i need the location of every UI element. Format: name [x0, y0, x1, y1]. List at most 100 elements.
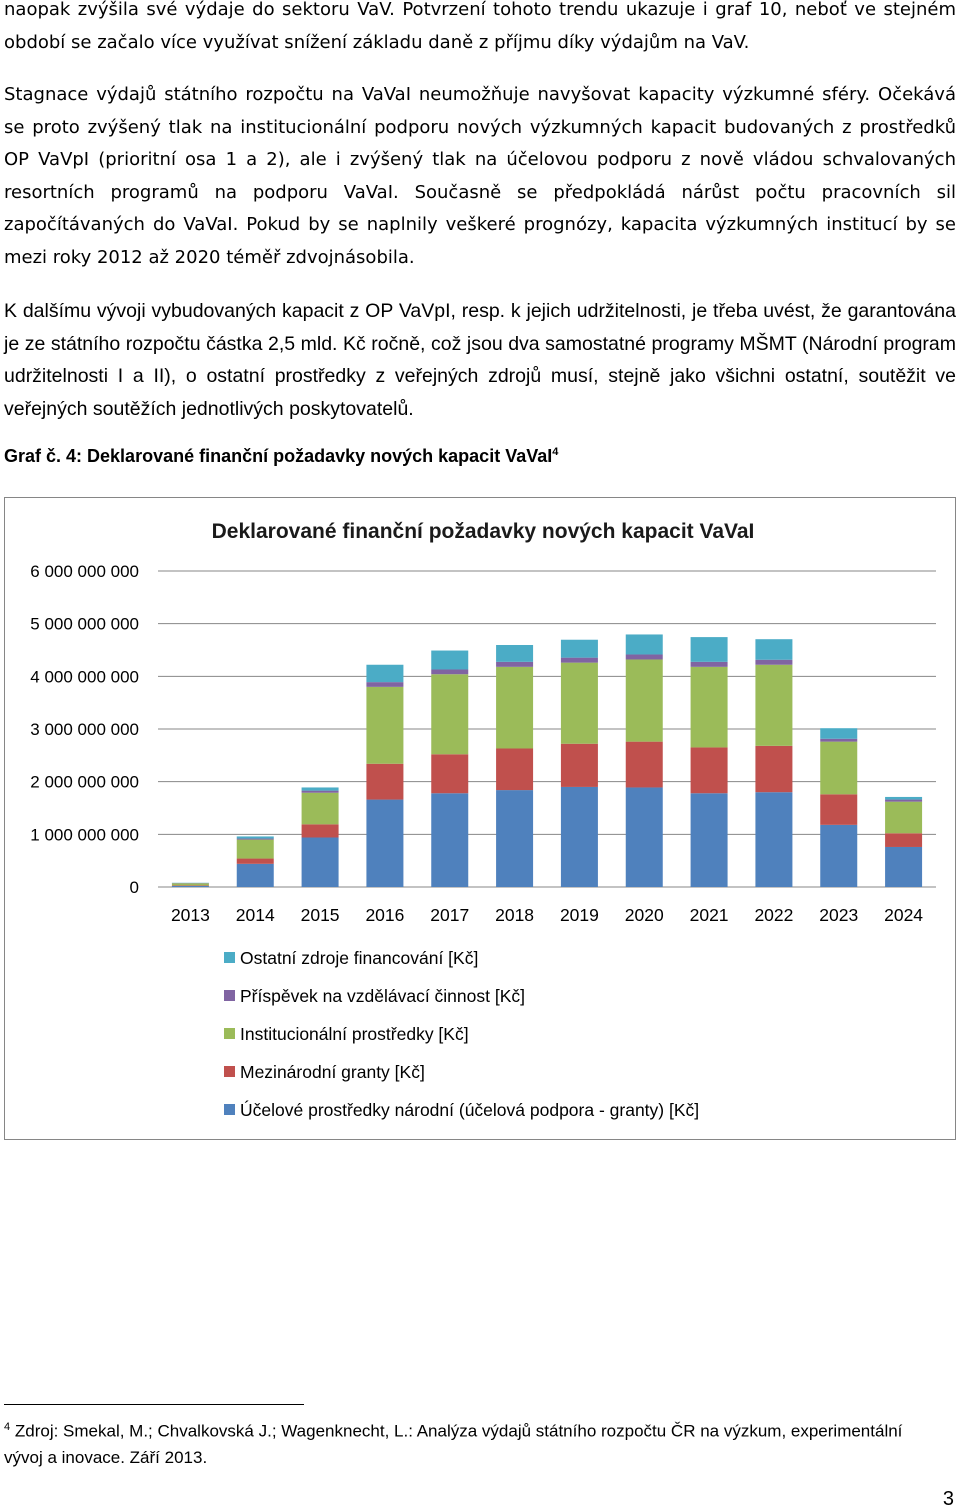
bar-segment — [691, 747, 728, 793]
bar-segment — [366, 665, 403, 682]
bar-segment — [626, 659, 663, 741]
legend-swatch — [224, 1028, 235, 1039]
bar-segment — [885, 802, 922, 834]
footnote-text: Zdroj: Smekal, M.; Chvalkovská J.; Wagen… — [4, 1422, 902, 1467]
bar-segment — [366, 687, 403, 764]
legend-swatch — [224, 1104, 235, 1115]
bar-segment — [496, 667, 533, 749]
footnote: 4 Zdroj: Smekal, M.; Chvalkovská J.; Wag… — [4, 1414, 944, 1471]
bar-segment — [885, 847, 922, 887]
y-tick-label: 6 000 000 000 — [30, 562, 139, 581]
bar-segment — [755, 665, 792, 746]
bar-segment — [302, 837, 339, 887]
x-tick-label: 2013 — [171, 905, 210, 925]
chart-title: Deklarované finanční požadavky nových ka… — [212, 520, 755, 543]
bar-segment — [366, 764, 403, 800]
page-number: 3 — [943, 1488, 954, 1510]
y-tick-label: 0 — [130, 878, 139, 897]
paragraph-2: Stagnace výdajů státního rozpočtu na VaV… — [4, 79, 956, 275]
bar-segment — [302, 793, 339, 825]
paragraph-1: naopak zvýšila své výdaje do sektoru VaV… — [4, 0, 956, 59]
y-tick-label: 4 000 000 000 — [30, 667, 139, 686]
gridlines — [158, 571, 936, 887]
bar-segment — [755, 792, 792, 887]
bar-segment — [496, 645, 533, 662]
bar-segment — [626, 654, 663, 659]
x-tick-label: 2024 — [884, 905, 923, 925]
bar-segment — [237, 840, 274, 859]
bar-segment — [820, 794, 857, 825]
bar-segment — [885, 833, 922, 847]
paragraph-2-rest: Očekává se proto zvýšený tlak na institu… — [4, 84, 956, 268]
bar-segment — [561, 744, 598, 787]
bar-segment — [366, 682, 403, 687]
legend-swatch — [224, 1066, 235, 1077]
x-tick-label: 2023 — [819, 905, 858, 925]
bar-segment — [237, 836, 274, 838]
bar-segment — [431, 754, 468, 793]
bar-segment — [755, 639, 792, 660]
bar-segment — [237, 859, 274, 864]
legend-label: Institucionální prostředky [Kč] — [240, 1024, 469, 1044]
y-tick-label: 1 000 000 000 — [30, 825, 139, 844]
bar-segment — [755, 746, 792, 792]
bar-segment — [820, 742, 857, 795]
bar-segment — [496, 748, 533, 790]
bar-segment — [172, 883, 209, 885]
x-tick-label: 2017 — [430, 905, 469, 925]
legend: Ostatní zdroje financování [Kč] Příspěvek… — [224, 948, 699, 1120]
figure-caption: Graf č. 4: Deklarované finanční požadavk… — [4, 446, 558, 467]
bars — [172, 634, 922, 887]
bar-segment — [755, 660, 792, 665]
legend-label: Příspěvek na vzdělávací činnost [Kč] — [240, 986, 525, 1006]
bar-segment — [302, 787, 339, 790]
chart-frame: Deklarované finanční požadavky nových ka… — [4, 497, 956, 1140]
x-tick-label: 2014 — [236, 905, 275, 925]
stacked-bar-chart: Deklarované finanční požadavky nových ka… — [5, 498, 954, 1138]
y-tick-label: 2 000 000 000 — [30, 773, 139, 792]
bar-segment — [820, 728, 857, 739]
legend-label: Účelové prostředky národní (účelová podp… — [240, 1099, 699, 1120]
bar-segment — [626, 742, 663, 788]
paragraph-3: K dalšímu vývoji vybudovaných kapacit z … — [4, 295, 956, 425]
bar-segment — [302, 791, 339, 793]
bar-segment — [496, 790, 533, 887]
bar-segment — [561, 658, 598, 663]
legend-swatch — [224, 990, 235, 1001]
paragraph-2-sentence-1: Stagnace výdajů státního rozpočtu na VaV… — [4, 84, 870, 105]
footnote-separator — [4, 1404, 304, 1405]
bar-segment — [172, 885, 209, 886]
bar-segment — [820, 739, 857, 742]
x-tick-label: 2021 — [690, 905, 729, 925]
legend-label: Ostatní zdroje financování [Kč] — [240, 948, 478, 968]
bar-segment — [431, 669, 468, 674]
bar-segment — [691, 793, 728, 887]
x-tick-label: 2020 — [625, 905, 664, 925]
bar-segment — [626, 787, 663, 887]
y-axis-tick-labels: 0 1 000 000 000 2 000 000 000 3 000 000 000… — [30, 562, 139, 897]
bar-segment — [885, 800, 922, 802]
bar-segment — [237, 839, 274, 840]
bar-segment — [431, 674, 468, 754]
bar-segment — [691, 637, 728, 662]
legend-swatch — [224, 952, 235, 963]
x-tick-label: 2018 — [495, 905, 534, 925]
x-tick-label: 2019 — [560, 905, 599, 925]
bar-segment — [431, 793, 468, 887]
x-tick-label: 2022 — [754, 905, 793, 925]
bar-segment — [237, 864, 274, 887]
footnote-ref: 4 — [552, 446, 558, 458]
y-tick-label: 5 000 000 000 — [30, 615, 139, 634]
footnote-number: 4 — [4, 1421, 10, 1433]
x-tick-label: 2016 — [365, 905, 404, 925]
y-tick-label: 3 000 000 000 — [30, 720, 139, 739]
legend-label: Mezinárodní granty [Kč] — [240, 1062, 425, 1082]
bar-segment — [561, 640, 598, 658]
bar-segment — [561, 787, 598, 887]
bar-segment — [691, 667, 728, 748]
bar-segment — [691, 662, 728, 667]
bar-segment — [885, 797, 922, 800]
bar-segment — [820, 825, 857, 887]
bar-segment — [496, 662, 533, 667]
